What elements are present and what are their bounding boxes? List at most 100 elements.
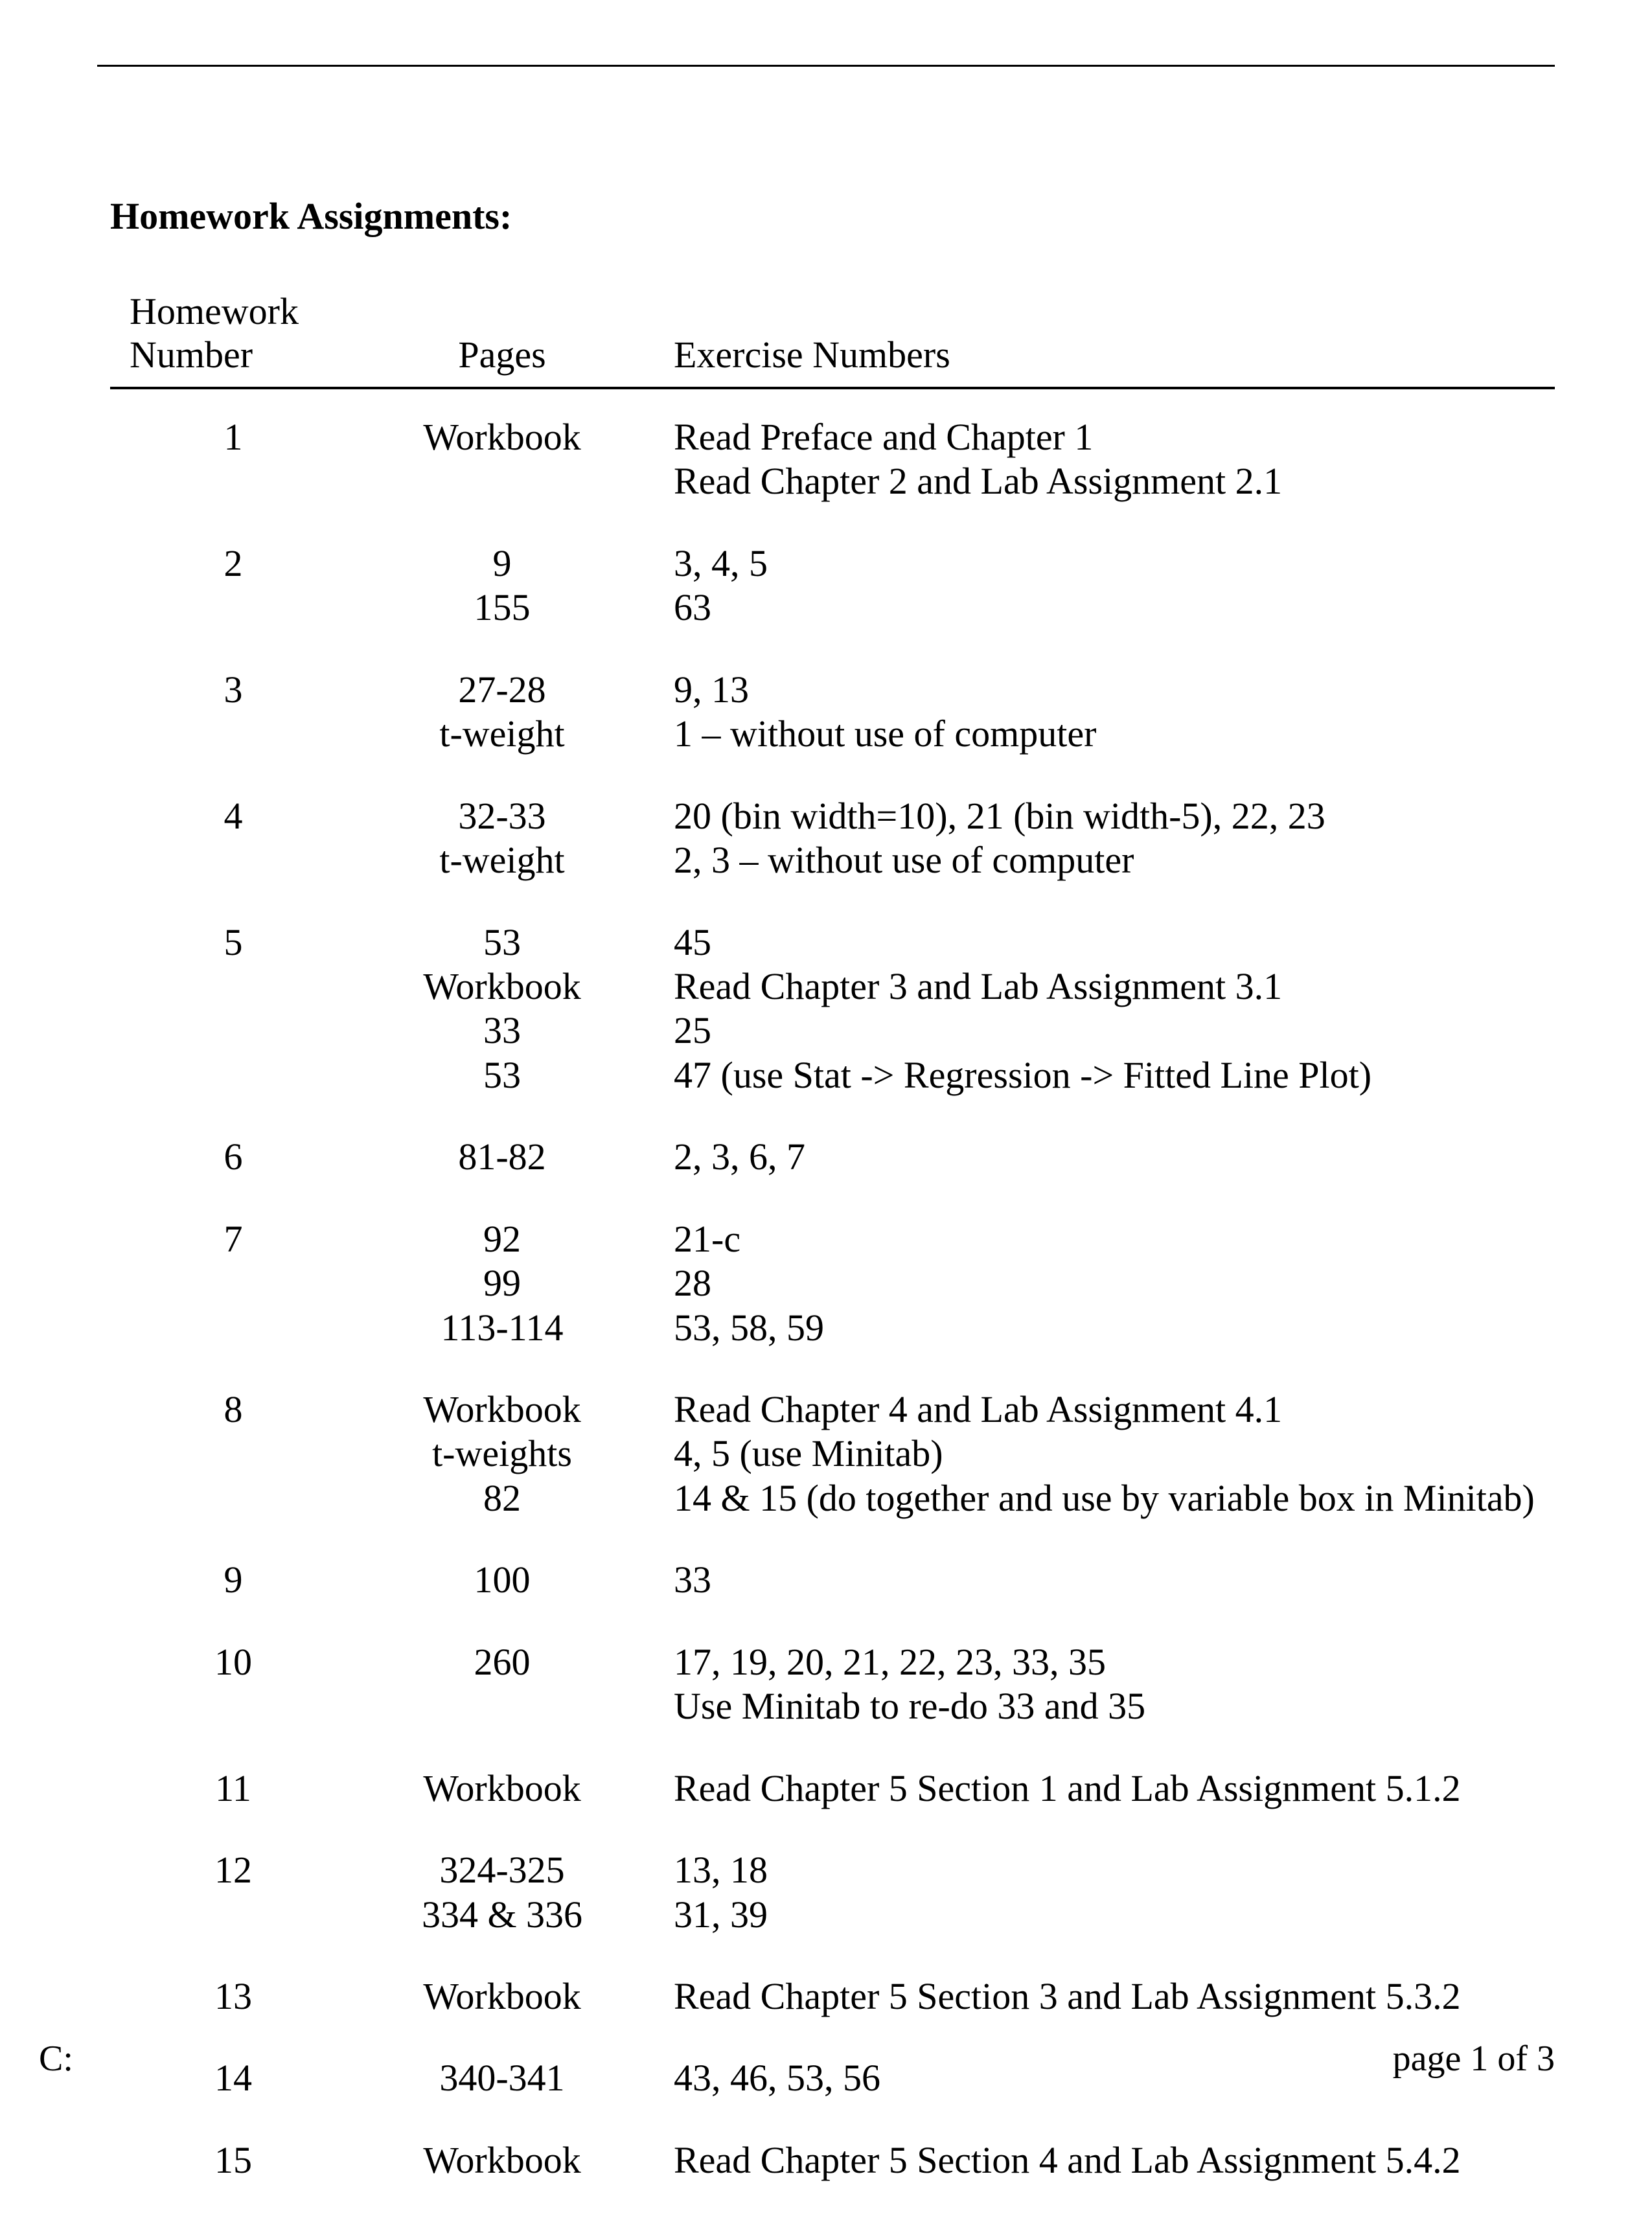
pages-line: 99 [356, 1261, 648, 1305]
cell-homework-number: 8 [110, 1388, 356, 1432]
exercise-line: Use Minitab to re-do 33 and 35 [674, 1684, 1555, 1728]
exercise-line: 20 (bin width=10), 21 (bin width-5), 22,… [674, 794, 1555, 838]
table-row: 79299113-11421-c2853, 58, 59 [110, 1217, 1555, 1350]
cell-homework-number: 12 [110, 1848, 356, 1892]
exercise-line: 53, 58, 59 [674, 1306, 1555, 1350]
homework-number-value: 1 [207, 415, 259, 459]
cell-exercise: Read Chapter 5 Section 1 and Lab Assignm… [648, 1767, 1555, 1811]
homework-number-value: 15 [207, 2138, 259, 2182]
exercise-line: 47 (use Stat -> Regression -> Fitted Lin… [674, 1053, 1555, 1097]
cell-exercise: Read Chapter 5 Section 3 and Lab Assignm… [648, 1974, 1555, 2019]
cell-pages: 9155 [356, 542, 648, 630]
cell-pages: 81-82 [356, 1135, 648, 1179]
pages-line: 155 [356, 586, 648, 630]
header-homework-line2: Number [130, 333, 356, 376]
cell-homework-number: 3 [110, 668, 356, 712]
table-row: 11 WorkbookRead Chapter 5 Section 1 and L… [110, 1767, 1555, 1811]
exercise-line: 17, 19, 20, 21, 22, 23, 33, 35 [674, 1640, 1555, 1684]
exercise-line: 25 [674, 1009, 1555, 1053]
cell-exercise: Read Chapter 5 Section 4 and Lab Assignm… [648, 2138, 1555, 2182]
exercise-line: 4, 5 (use Minitab) [674, 1432, 1555, 1476]
page: Homework Assignments: Homework Number Pa… [0, 0, 1652, 2138]
exercise-line: Read Chapter 3 and Lab Assignment 3.1 [674, 965, 1555, 1009]
cell-pages: Workbookt-weights82 [356, 1388, 648, 1520]
homework-number-value: 11 [207, 1767, 259, 1811]
exercise-line: 9, 13 [674, 668, 1555, 712]
cell-pages: 324-325334 & 336 [356, 1848, 648, 1937]
cell-pages: 27-28t-weight [356, 668, 648, 757]
pages-line: t-weight [356, 712, 648, 756]
top-rule [97, 65, 1555, 67]
cell-exercise: 17, 19, 20, 21, 22, 23, 33, 35Use Minita… [648, 1640, 1555, 1729]
table-row: 3 27-28t-weight9, 131 – without use of co… [110, 668, 1555, 757]
cell-pages: Workbook [356, 415, 648, 459]
table-row: 13WorkbookRead Chapter 5 Section 3 and L… [110, 1974, 1555, 2019]
cell-homework-number: 15 [110, 2138, 356, 2182]
pages-line: 9 [356, 542, 648, 586]
footer-left: C: [39, 2038, 73, 2079]
exercise-line: Read Chapter 2 and Lab Assignment 2.1 [674, 459, 1555, 503]
exercise-line: 28 [674, 1261, 1555, 1305]
exercise-line: 45 [674, 921, 1555, 965]
cell-homework-number: 9 [110, 1558, 356, 1602]
exercise-line: 2, 3 – without use of computer [674, 838, 1555, 882]
homework-number-value: 5 [207, 921, 259, 965]
homework-number-value: 6 [207, 1135, 259, 1179]
table-row: 681-822, 3, 6, 7 [110, 1135, 1555, 1179]
exercise-line: 13, 18 [674, 1848, 1555, 1892]
homework-number-value: 3 [207, 668, 259, 712]
homework-number-value: 12 [207, 1848, 259, 1892]
pages-line: 53 [356, 1053, 648, 1097]
cell-pages: 9299113-114 [356, 1217, 648, 1350]
exercise-line: 3, 4, 5 [674, 542, 1555, 586]
cell-pages: 260 [356, 1640, 648, 1684]
homework-number-value: 9 [207, 1558, 259, 1602]
header-exercise: Exercise Numbers [648, 333, 1555, 376]
cell-homework-number: 6 [110, 1135, 356, 1179]
pages-line: 100 [356, 1558, 648, 1602]
cell-exercise: 45Read Chapter 3 and Lab Assignment 3.12… [648, 921, 1555, 1098]
exercise-line: 63 [674, 586, 1555, 630]
cell-exercise: 33 [648, 1558, 1555, 1602]
pages-line: 260 [356, 1640, 648, 1684]
content: Homework Assignments: Homework Number Pa… [110, 194, 1555, 2220]
cell-homework-number: 5 [110, 921, 356, 965]
exercise-line: 33 [674, 1558, 1555, 1602]
exercise-line: Read Preface and Chapter 1 [674, 415, 1555, 459]
homework-table: Homework Number Pages Exercise Numbers 1… [110, 290, 1555, 2182]
cell-pages: Workbook [356, 1767, 648, 1811]
homework-number-value: 2 [207, 542, 259, 586]
page-footer: C: page 1 of 3 [39, 2038, 1555, 2079]
cell-pages: Workbook [356, 1974, 648, 2019]
pages-line: 92 [356, 1217, 648, 1261]
cell-homework-number: 7 [110, 1217, 356, 1261]
cell-exercise: Read Preface and Chapter 1Read Chapter 2… [648, 415, 1555, 504]
homework-number-value: 10 [207, 1640, 259, 1684]
cell-pages: Workbook [356, 2138, 648, 2182]
table-row: 8Workbookt-weights82Read Chapter 4 and L… [110, 1388, 1555, 1520]
cell-exercise: 3, 4, 563 [648, 542, 1555, 630]
table-row: 1WorkbookRead Preface and Chapter 1Read … [110, 415, 1555, 504]
table-row: 553Workbook335345Read Chapter 3 and Lab … [110, 921, 1555, 1098]
table-row: 12324-325334 & 33613, 1831, 39 [110, 1848, 1555, 1937]
table-body: 1WorkbookRead Preface and Chapter 1Read … [110, 415, 1555, 2182]
pages-line: Workbook [356, 2138, 648, 2182]
pages-line: 27-28 [356, 668, 648, 712]
cell-homework-number: 13 [110, 1974, 356, 2019]
cell-exercise: 13, 1831, 39 [648, 1848, 1555, 1937]
table-row: 9 100 33 [110, 1558, 1555, 1602]
exercise-line: Read Chapter 5 Section 4 and Lab Assignm… [674, 2138, 1555, 2182]
table-row: 15 Workbook Read Chapter 5 Section 4 and L… [110, 2138, 1555, 2182]
cell-pages: 32-33t-weight [356, 794, 648, 883]
pages-line: Workbook [356, 965, 648, 1009]
pages-line: 334 & 336 [356, 1893, 648, 1937]
cell-exercise: 20 (bin width=10), 21 (bin width-5), 22,… [648, 794, 1555, 883]
cell-homework-number: 2 [110, 542, 356, 586]
pages-line: t-weight [356, 838, 648, 882]
cell-exercise: 9, 131 – without use of computer [648, 668, 1555, 757]
table-row: 1026017, 19, 20, 21, 22, 23, 33, 35Use M… [110, 1640, 1555, 1729]
exercise-line: 14 & 15 (do together and use by variable… [674, 1476, 1555, 1520]
exercise-line: 31, 39 [674, 1893, 1555, 1937]
cell-exercise: 21-c2853, 58, 59 [648, 1217, 1555, 1350]
homework-number-value: 8 [207, 1388, 259, 1432]
